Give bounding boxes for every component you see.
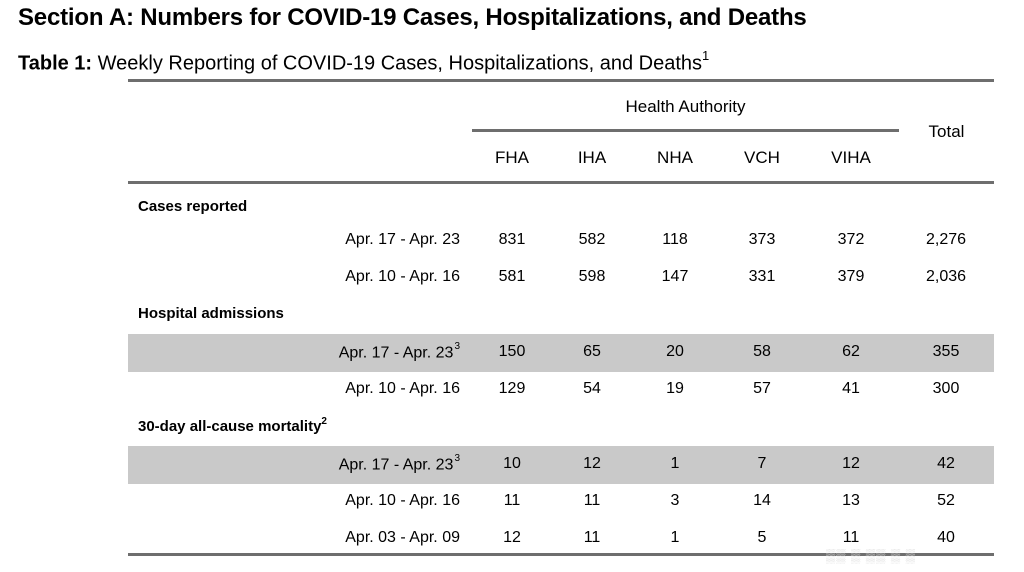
cell-vch: 14 (753, 492, 771, 509)
row-period-text: Apr. 17 - Apr. 23 (338, 344, 454, 362)
cell-iha: 65 (583, 343, 601, 360)
cell-vch: 5 (757, 529, 767, 546)
table-caption-label: Table 1: (18, 52, 93, 75)
row-period-label: Apr. 03 - Apr. 09 (260, 529, 460, 547)
cell-fha: 581 (498, 268, 526, 285)
row-period-text: Apr. 10 - Apr. 16 (345, 380, 460, 397)
total-header: Total (928, 122, 965, 141)
row-period-label: Apr. 10 - Apr. 16 (260, 268, 460, 286)
cell-nha: 147 (661, 268, 689, 285)
group-label-text: Cases reported (138, 198, 248, 215)
cell-fha: 11 (503, 492, 521, 509)
cell-iha: 12 (583, 455, 601, 472)
watermark-logo: ▒▒ ▒ ▒▒ ▒ ▒ (826, 548, 916, 563)
row-highlight (128, 446, 994, 484)
cell-nha: 1 (670, 455, 680, 472)
cell-nha: 3 (670, 492, 680, 509)
row-period-text: Apr. 03 - Apr. 09 (345, 529, 460, 546)
cell-iha: 598 (578, 268, 606, 285)
column-header-fha: FHA (495, 148, 529, 167)
cell-total: 355 (932, 343, 960, 360)
row-period-label: Apr. 10 - Apr. 16 (260, 492, 460, 510)
table-caption-footnote: 1 (702, 48, 710, 63)
cell-iha: 11 (583, 529, 601, 546)
row-period-text: Apr. 10 - Apr. 16 (345, 492, 460, 509)
cell-viha: 11 (842, 529, 860, 546)
table-caption: Table 1: Weekly Reporting of COVID-19 Ca… (18, 48, 710, 76)
cell-total: 40 (937, 529, 955, 546)
cell-total: 52 (937, 492, 955, 509)
cell-fha: 10 (503, 455, 521, 472)
group-label-footnote: 2 (321, 416, 327, 427)
row-period-text: Apr. 17 - Apr. 23 (338, 456, 454, 474)
table-top-rule (128, 79, 994, 82)
column-header-viha: VIHA (831, 148, 871, 167)
row-period-footnote: 3 (454, 453, 460, 464)
cell-viha: 372 (837, 231, 865, 248)
cell-viha: 62 (842, 343, 860, 360)
group-label: 30-day all-cause mortality2 (138, 416, 327, 435)
row-period-text: Apr. 10 - Apr. 16 (345, 268, 460, 285)
cell-nha: 20 (666, 343, 684, 360)
row-highlight (128, 334, 994, 372)
group-label-text: Hospital admissions (138, 305, 284, 322)
cell-viha: 379 (837, 268, 865, 285)
cell-viha: 13 (842, 492, 860, 509)
health-authority-header: Health Authority (625, 97, 746, 116)
row-period-label: Apr. 17 - Apr. 23 (260, 231, 460, 249)
row-period-footnote: 3 (454, 341, 460, 352)
cell-nha: 1 (670, 529, 680, 546)
column-header-vch: VCH (744, 148, 780, 167)
table-bottom-rule (128, 553, 994, 556)
cell-vch: 7 (757, 455, 767, 472)
column-header-nha: NHA (657, 148, 693, 167)
cell-vch: 57 (753, 380, 771, 397)
row-period-label: Apr. 17 - Apr. 233 (260, 453, 460, 474)
cell-fha: 150 (498, 343, 526, 360)
cell-total: 300 (932, 380, 960, 397)
cell-total: 2,036 (925, 268, 967, 285)
row-period-label: Apr. 17 - Apr. 233 (260, 341, 460, 362)
cell-fha: 12 (503, 529, 521, 546)
cell-iha: 54 (583, 380, 601, 397)
table-caption-text: Weekly Reporting of COVID-19 Cases, Hosp… (97, 52, 703, 75)
table-header-rule (128, 181, 994, 184)
cell-iha: 11 (583, 492, 601, 509)
cell-fha: 129 (498, 380, 526, 397)
row-period-text: Apr. 17 - Apr. 23 (345, 231, 460, 248)
cell-vch: 58 (753, 343, 771, 360)
cell-total: 2,276 (925, 231, 967, 248)
cell-viha: 12 (842, 455, 860, 472)
cell-vch: 373 (748, 231, 776, 248)
cell-viha: 41 (842, 380, 860, 397)
column-header-iha: IHA (577, 148, 607, 167)
cell-iha: 582 (578, 231, 606, 248)
health-authority-rule (472, 129, 899, 132)
cell-vch: 331 (748, 268, 776, 285)
group-label: Hospital admissions (138, 305, 284, 322)
cell-nha: 19 (666, 380, 684, 397)
section-title: Section A: Numbers for COVID-19 Cases, H… (18, 4, 807, 31)
group-label: Cases reported (138, 198, 247, 215)
cell-fha: 831 (498, 231, 526, 248)
cell-total: 42 (937, 455, 955, 472)
row-period-label: Apr. 10 - Apr. 16 (260, 380, 460, 398)
group-label-text: 30-day all-cause mortality (138, 418, 322, 435)
cell-nha: 118 (662, 231, 688, 248)
